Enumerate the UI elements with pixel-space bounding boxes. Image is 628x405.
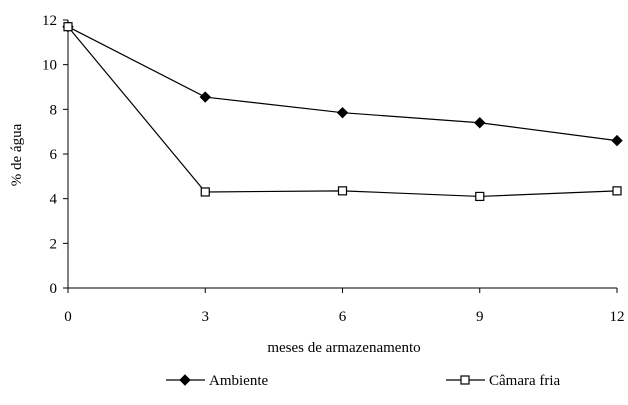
data-point	[475, 191, 485, 202]
y-tick-label: 8	[50, 102, 58, 118]
legend-label: Ambiente	[209, 373, 268, 389]
y-tick-label: 4	[50, 192, 58, 208]
y-tick-label: 10	[42, 58, 57, 74]
series-line	[67, 26, 618, 142]
legend-item: Ambiente	[166, 373, 268, 389]
legend-marker	[460, 375, 470, 385]
y-tick-label: 0	[50, 281, 58, 297]
series-1	[63, 22, 622, 202]
y-tick-label: 2	[50, 236, 58, 252]
series-group	[62, 20, 623, 202]
y-tick-label: 6	[50, 147, 58, 163]
data-point	[474, 117, 486, 129]
legend-item: Câmara fria	[446, 373, 561, 389]
x-tick-label: 9	[476, 309, 484, 325]
data-point	[199, 91, 211, 103]
y-tick-label: 12	[42, 13, 57, 29]
legend-marker	[179, 374, 191, 386]
data-point	[611, 134, 623, 147]
x-tick-label: 12	[610, 309, 625, 325]
x-axis-title: meses de armazenamento	[267, 340, 420, 356]
data-point	[336, 106, 349, 119]
legend-label: Câmara fria	[489, 373, 561, 389]
data-point	[63, 22, 73, 32]
x-tick-label: 0	[64, 309, 72, 325]
x-tick-label: 6	[339, 309, 347, 325]
axes: 0 2 4 6 8 10 12 0 3 6 9 12	[42, 13, 625, 325]
y-axis-title: % de água	[9, 123, 25, 186]
data-point	[337, 186, 348, 196]
x-tick-label: 3	[202, 309, 210, 325]
data-point	[200, 187, 210, 197]
series-0	[62, 20, 623, 147]
data-point	[612, 186, 622, 196]
legend: Ambiente Câmara fria	[166, 373, 561, 389]
